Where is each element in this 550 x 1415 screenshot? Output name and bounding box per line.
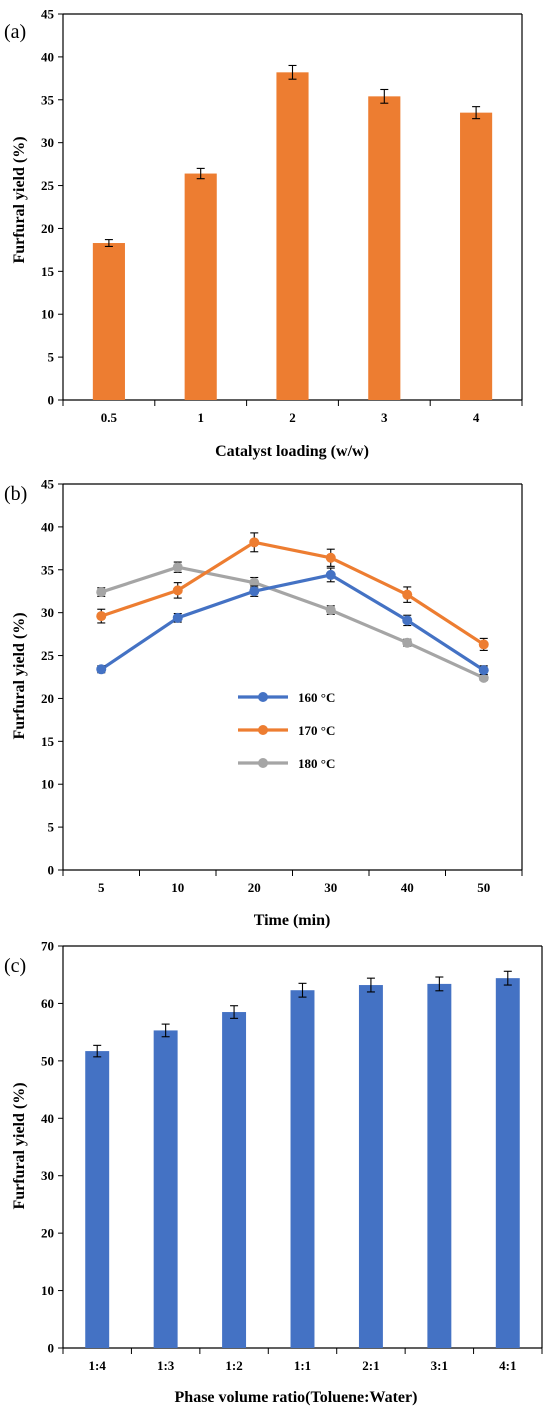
point-2-1 [172, 562, 183, 573]
chart-c: (c) Furfural yield (%) Phase volume rati… [4, 939, 543, 1406]
y-tick-label-a-0: 0 [48, 393, 55, 408]
point-1-1 [172, 585, 183, 596]
y-tick-label-a-9: 45 [41, 7, 55, 22]
y-tick-label-b-2: 10 [41, 777, 54, 792]
bar-c-5 [427, 983, 452, 1348]
legend-marker-0 [258, 692, 268, 702]
x-tick-label-b-2: 20 [248, 880, 261, 895]
point-2-2 [249, 577, 260, 588]
y-axis-title-b: Furfural yield (%) [11, 612, 28, 739]
point-1-5 [478, 639, 489, 650]
x-tick-label-c-1: 1:3 [157, 1358, 175, 1373]
x-tick-label-b-4: 40 [401, 880, 414, 895]
point-1-4 [402, 589, 413, 600]
legend-marker-2 [258, 758, 268, 768]
y-axis-title-a: Furfural yield (%) [11, 136, 28, 263]
point-0-5 [478, 665, 489, 676]
y-tick-label-c-0: 0 [48, 1341, 55, 1356]
point-0-3 [325, 569, 336, 580]
legend-label-1: 170 °C [298, 723, 335, 738]
y-tick-label-c-1: 10 [41, 1283, 54, 1298]
x-tick-label-a-2: 2 [289, 410, 296, 425]
x-axis-title-b: Time (min) [254, 912, 331, 929]
bar-a-2 [276, 72, 309, 400]
y-tick-label-b-3: 15 [41, 734, 55, 749]
x-tick-label-b-0: 5 [98, 880, 105, 895]
series-line-2 [100, 565, 485, 680]
x-tick-label-a-3: 3 [381, 410, 388, 425]
y-tick-label-b-9: 45 [41, 477, 55, 492]
y-tick-label-b-7: 35 [41, 562, 55, 577]
x-tick-label-c-3: 1:1 [294, 1358, 311, 1373]
y-tick-label-c-4: 40 [41, 1111, 54, 1126]
y-tick-label-a-2: 10 [41, 307, 54, 322]
y-tick-label-a-5: 25 [41, 178, 55, 193]
y-tick-label-b-8: 40 [41, 519, 54, 534]
bar-c-3 [290, 990, 315, 1348]
x-tick-label-b-3: 30 [324, 880, 337, 895]
point-0-4 [402, 615, 413, 626]
bar-a-0 [92, 243, 125, 400]
y-tick-label-b-6: 30 [41, 605, 54, 620]
y-tick-label-c-7: 70 [41, 939, 54, 954]
panel-label-a: (a) [4, 21, 26, 43]
point-1-2 [249, 537, 260, 548]
y-tick-label-a-4: 20 [41, 221, 54, 236]
x-tick-label-a-4: 4 [473, 410, 480, 425]
point-2-0 [96, 587, 107, 598]
bar-c-2 [222, 1012, 247, 1348]
x-axis-title-c: Phase volume ratio(Toluene:Water) [175, 1389, 418, 1406]
legend-label-0: 160 °C [298, 690, 335, 705]
bar-a-4 [460, 112, 493, 401]
x-tick-label-b-1: 10 [171, 880, 184, 895]
bar-a-3 [368, 96, 401, 400]
y-tick-label-a-1: 5 [48, 350, 55, 365]
x-tick-label-b-5: 50 [477, 880, 490, 895]
point-1-3 [325, 552, 336, 563]
series-line-0 [100, 573, 485, 672]
y-tick-label-b-1: 5 [48, 820, 55, 835]
y-tick-label-b-5: 25 [41, 648, 55, 663]
series-line-1 [100, 540, 485, 646]
bar-c-1 [153, 1030, 178, 1348]
y-tick-label-a-3: 15 [41, 264, 55, 279]
y-tick-label-a-7: 35 [41, 92, 55, 107]
x-tick-label-c-5: 3:1 [431, 1358, 448, 1373]
x-tick-label-a-1: 1 [197, 410, 204, 425]
chart-a: (a) Furfural yield (%) Catalyst loading … [4, 7, 523, 460]
x-tick-label-c-0: 1:4 [89, 1358, 107, 1373]
x-tick-label-c-4: 2:1 [362, 1358, 379, 1373]
x-tick-label-c-6: 4:1 [499, 1358, 516, 1373]
y-tick-label-c-6: 60 [41, 996, 54, 1011]
point-0-2 [249, 586, 260, 597]
point-2-3 [325, 605, 336, 616]
point-1-0 [96, 611, 107, 622]
y-tick-label-c-2: 20 [41, 1226, 54, 1241]
chart-b: (b) Furfural yield (%) Time (min) 0 5 10 15… [4, 477, 523, 929]
point-0-0 [96, 664, 107, 675]
x-axis-title-a: Catalyst loading (w/w) [215, 443, 369, 460]
point-2-4 [402, 637, 413, 648]
panel-label-b: (b) [4, 483, 27, 505]
legend-label-2: 180 °C [298, 756, 335, 771]
bar-c-4 [358, 985, 383, 1348]
bar-c-0 [85, 1051, 110, 1348]
bar-c-6 [495, 978, 520, 1348]
point-0-1 [172, 612, 183, 623]
y-axis-title-c: Furfural yield (%) [11, 1082, 28, 1209]
panel-label-c: (c) [4, 955, 26, 977]
y-tick-label-b-4: 20 [41, 691, 54, 706]
x-tick-label-c-2: 1:2 [225, 1358, 242, 1373]
y-tick-label-a-8: 40 [41, 49, 54, 64]
point-2-5 [478, 672, 489, 683]
y-tick-label-c-5: 50 [41, 1053, 54, 1068]
legend-marker-1 [258, 725, 268, 735]
x-tick-label-a-0: 0.5 [101, 410, 118, 425]
y-tick-label-a-6: 30 [41, 135, 54, 150]
y-tick-label-b-0: 0 [48, 863, 55, 878]
y-tick-label-c-3: 30 [41, 1168, 54, 1183]
bar-a-1 [184, 173, 217, 400]
